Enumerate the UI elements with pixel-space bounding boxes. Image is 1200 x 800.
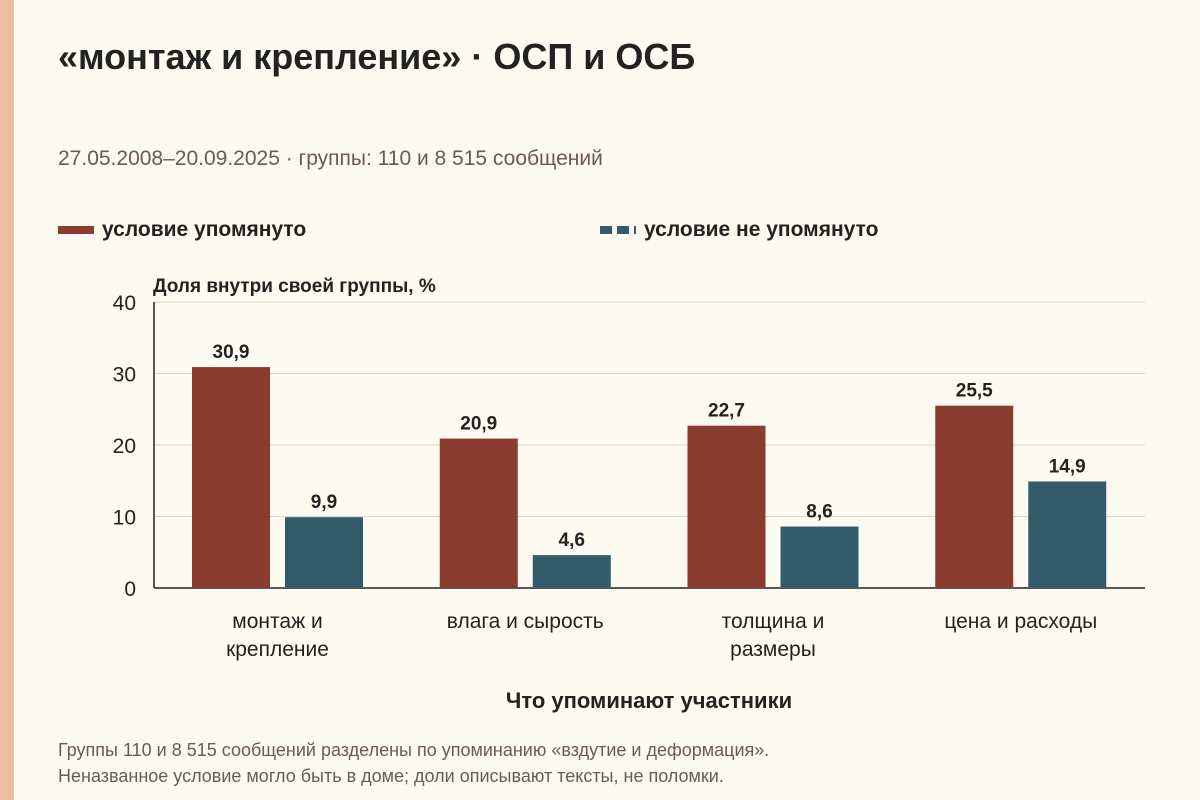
- y-tick-label: 30: [113, 364, 136, 387]
- bar-mentioned: [439, 438, 518, 588]
- footnote-line-1: Группы 110 и 8 515 сообщений разделены п…: [58, 740, 770, 760]
- bar-value-label: 22,7: [708, 401, 745, 422]
- x-tick-label: толщина и: [722, 610, 825, 633]
- bar-not-mentioned: [1028, 481, 1107, 588]
- legend-swatch-mentioned: [58, 226, 94, 234]
- bar-mentioned: [687, 425, 766, 588]
- bar-value-label: 30,9: [213, 342, 250, 363]
- bar-not-mentioned: [532, 555, 611, 588]
- x-tick-label: цена и расходы: [944, 610, 1097, 633]
- x-tick-label: монтаж и: [232, 610, 322, 633]
- bar-value-label: 25,5: [956, 381, 993, 402]
- footnote: Группы 110 и 8 515 сообщений разделены п…: [58, 737, 769, 789]
- bar-value-label: 14,9: [1049, 456, 1086, 477]
- x-tick-label: крепление: [226, 638, 329, 661]
- x-axis-label: Что упоминают участники: [506, 688, 792, 713]
- bar-value-label: 9,9: [311, 492, 337, 513]
- legend-item-not-mentioned: условие не упомянуто: [600, 218, 878, 242]
- y-axis-label: Доля внутри своей группы, %: [153, 276, 436, 297]
- y-tick-label: 0: [124, 578, 136, 601]
- footnote-line-2: Неназванное условие могло быть в доме; д…: [58, 766, 724, 786]
- x-tick-label: влага и сырость: [447, 610, 604, 633]
- y-tick-label: 10: [113, 507, 136, 530]
- legend-label-mentioned: условие упомянуто: [102, 218, 307, 241]
- legend-swatch-not-mentioned: [600, 226, 636, 234]
- y-tick-label: 40: [113, 292, 136, 315]
- page-subtitle: 27.05.2008–20.09.2025 · группы: 110 и 8 …: [58, 147, 603, 170]
- legend-label-not-mentioned: условие не упомянуто: [644, 218, 879, 241]
- page-title: «монтаж и крепление» · ОСП и ОСБ: [58, 36, 696, 77]
- chart-legend: условие упомянуто условие не упомянуто: [0, 218, 1200, 248]
- bar-not-mentioned: [780, 526, 859, 588]
- bar-value-label: 8,6: [806, 502, 832, 523]
- bar-value-label: 4,6: [559, 530, 585, 551]
- bar-value-label: 20,9: [460, 414, 497, 435]
- y-tick-label: 20: [113, 435, 136, 458]
- bar-mentioned: [192, 367, 270, 588]
- side-accent-strip: [0, 0, 14, 800]
- legend-item-mentioned: условие упомянуто: [58, 218, 306, 242]
- bar-mentioned: [935, 405, 1014, 588]
- x-tick-label: размеры: [730, 638, 816, 661]
- bar-not-mentioned: [285, 517, 363, 588]
